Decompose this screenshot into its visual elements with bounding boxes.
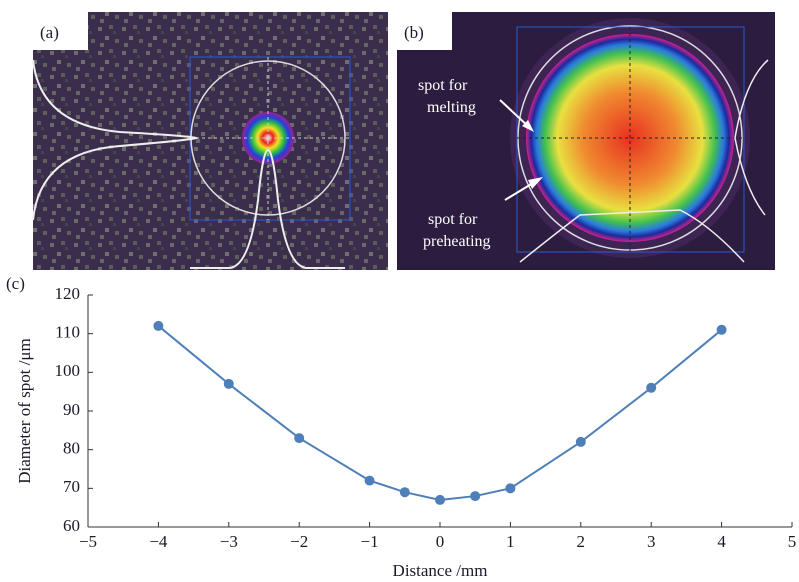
data-point <box>435 494 445 505</box>
panel-label: (a) <box>40 23 59 42</box>
x-tick-label: −4 <box>149 532 168 551</box>
y-tick-label: 60 <box>63 516 80 535</box>
x-tick-label: −3 <box>220 532 238 551</box>
y-tick-label: 110 <box>55 323 80 342</box>
data-point <box>470 491 481 502</box>
x-tick-label: 0 <box>436 532 445 551</box>
x-tick-label: 4 <box>717 532 726 551</box>
x-tick-label: −1 <box>361 532 379 551</box>
panel-label: (b) <box>404 23 424 42</box>
series-line <box>157 325 723 501</box>
data-point <box>399 487 410 498</box>
panel-b: (b) spot for melting spot for preheating <box>397 12 775 270</box>
label-box <box>33 12 88 50</box>
x-tick-label: −5 <box>79 532 97 551</box>
beam-image <box>33 12 388 270</box>
panel-a: (a) <box>32 12 388 270</box>
data-point <box>223 378 234 389</box>
data-point <box>505 483 516 494</box>
x-tick-label: 3 <box>647 532 656 551</box>
y-tick-label: 90 <box>63 400 80 419</box>
arrowhead <box>528 177 543 189</box>
y-axis-label: Diameter of spot /μm <box>15 338 34 484</box>
data-point <box>716 324 727 335</box>
x-axis-label: Distance /mm <box>393 561 488 580</box>
data-point <box>575 436 586 447</box>
y-tick-label: 80 <box>63 439 80 458</box>
label-box <box>397 12 452 50</box>
x-tick-label: 5 <box>788 532 797 551</box>
x-tick-label: −2 <box>290 532 308 551</box>
annotation: spot for preheating <box>423 211 491 250</box>
profile <box>32 59 200 221</box>
y-tick-label: 120 <box>55 284 81 303</box>
profile <box>519 209 745 263</box>
profile <box>190 148 345 269</box>
annotation: spot for melting <box>418 77 476 116</box>
x-tick-label: 2 <box>577 532 586 551</box>
data-point <box>364 475 375 486</box>
profile <box>734 59 769 216</box>
arrowhead <box>522 120 534 132</box>
data-point <box>294 433 305 444</box>
y-tick-label: 100 <box>55 361 81 380</box>
data-point <box>153 320 164 331</box>
data-point <box>646 382 657 393</box>
panel-label: (c) <box>6 274 25 293</box>
y-tick-label: 70 <box>63 477 80 496</box>
x-tick-label: 1 <box>506 532 515 551</box>
